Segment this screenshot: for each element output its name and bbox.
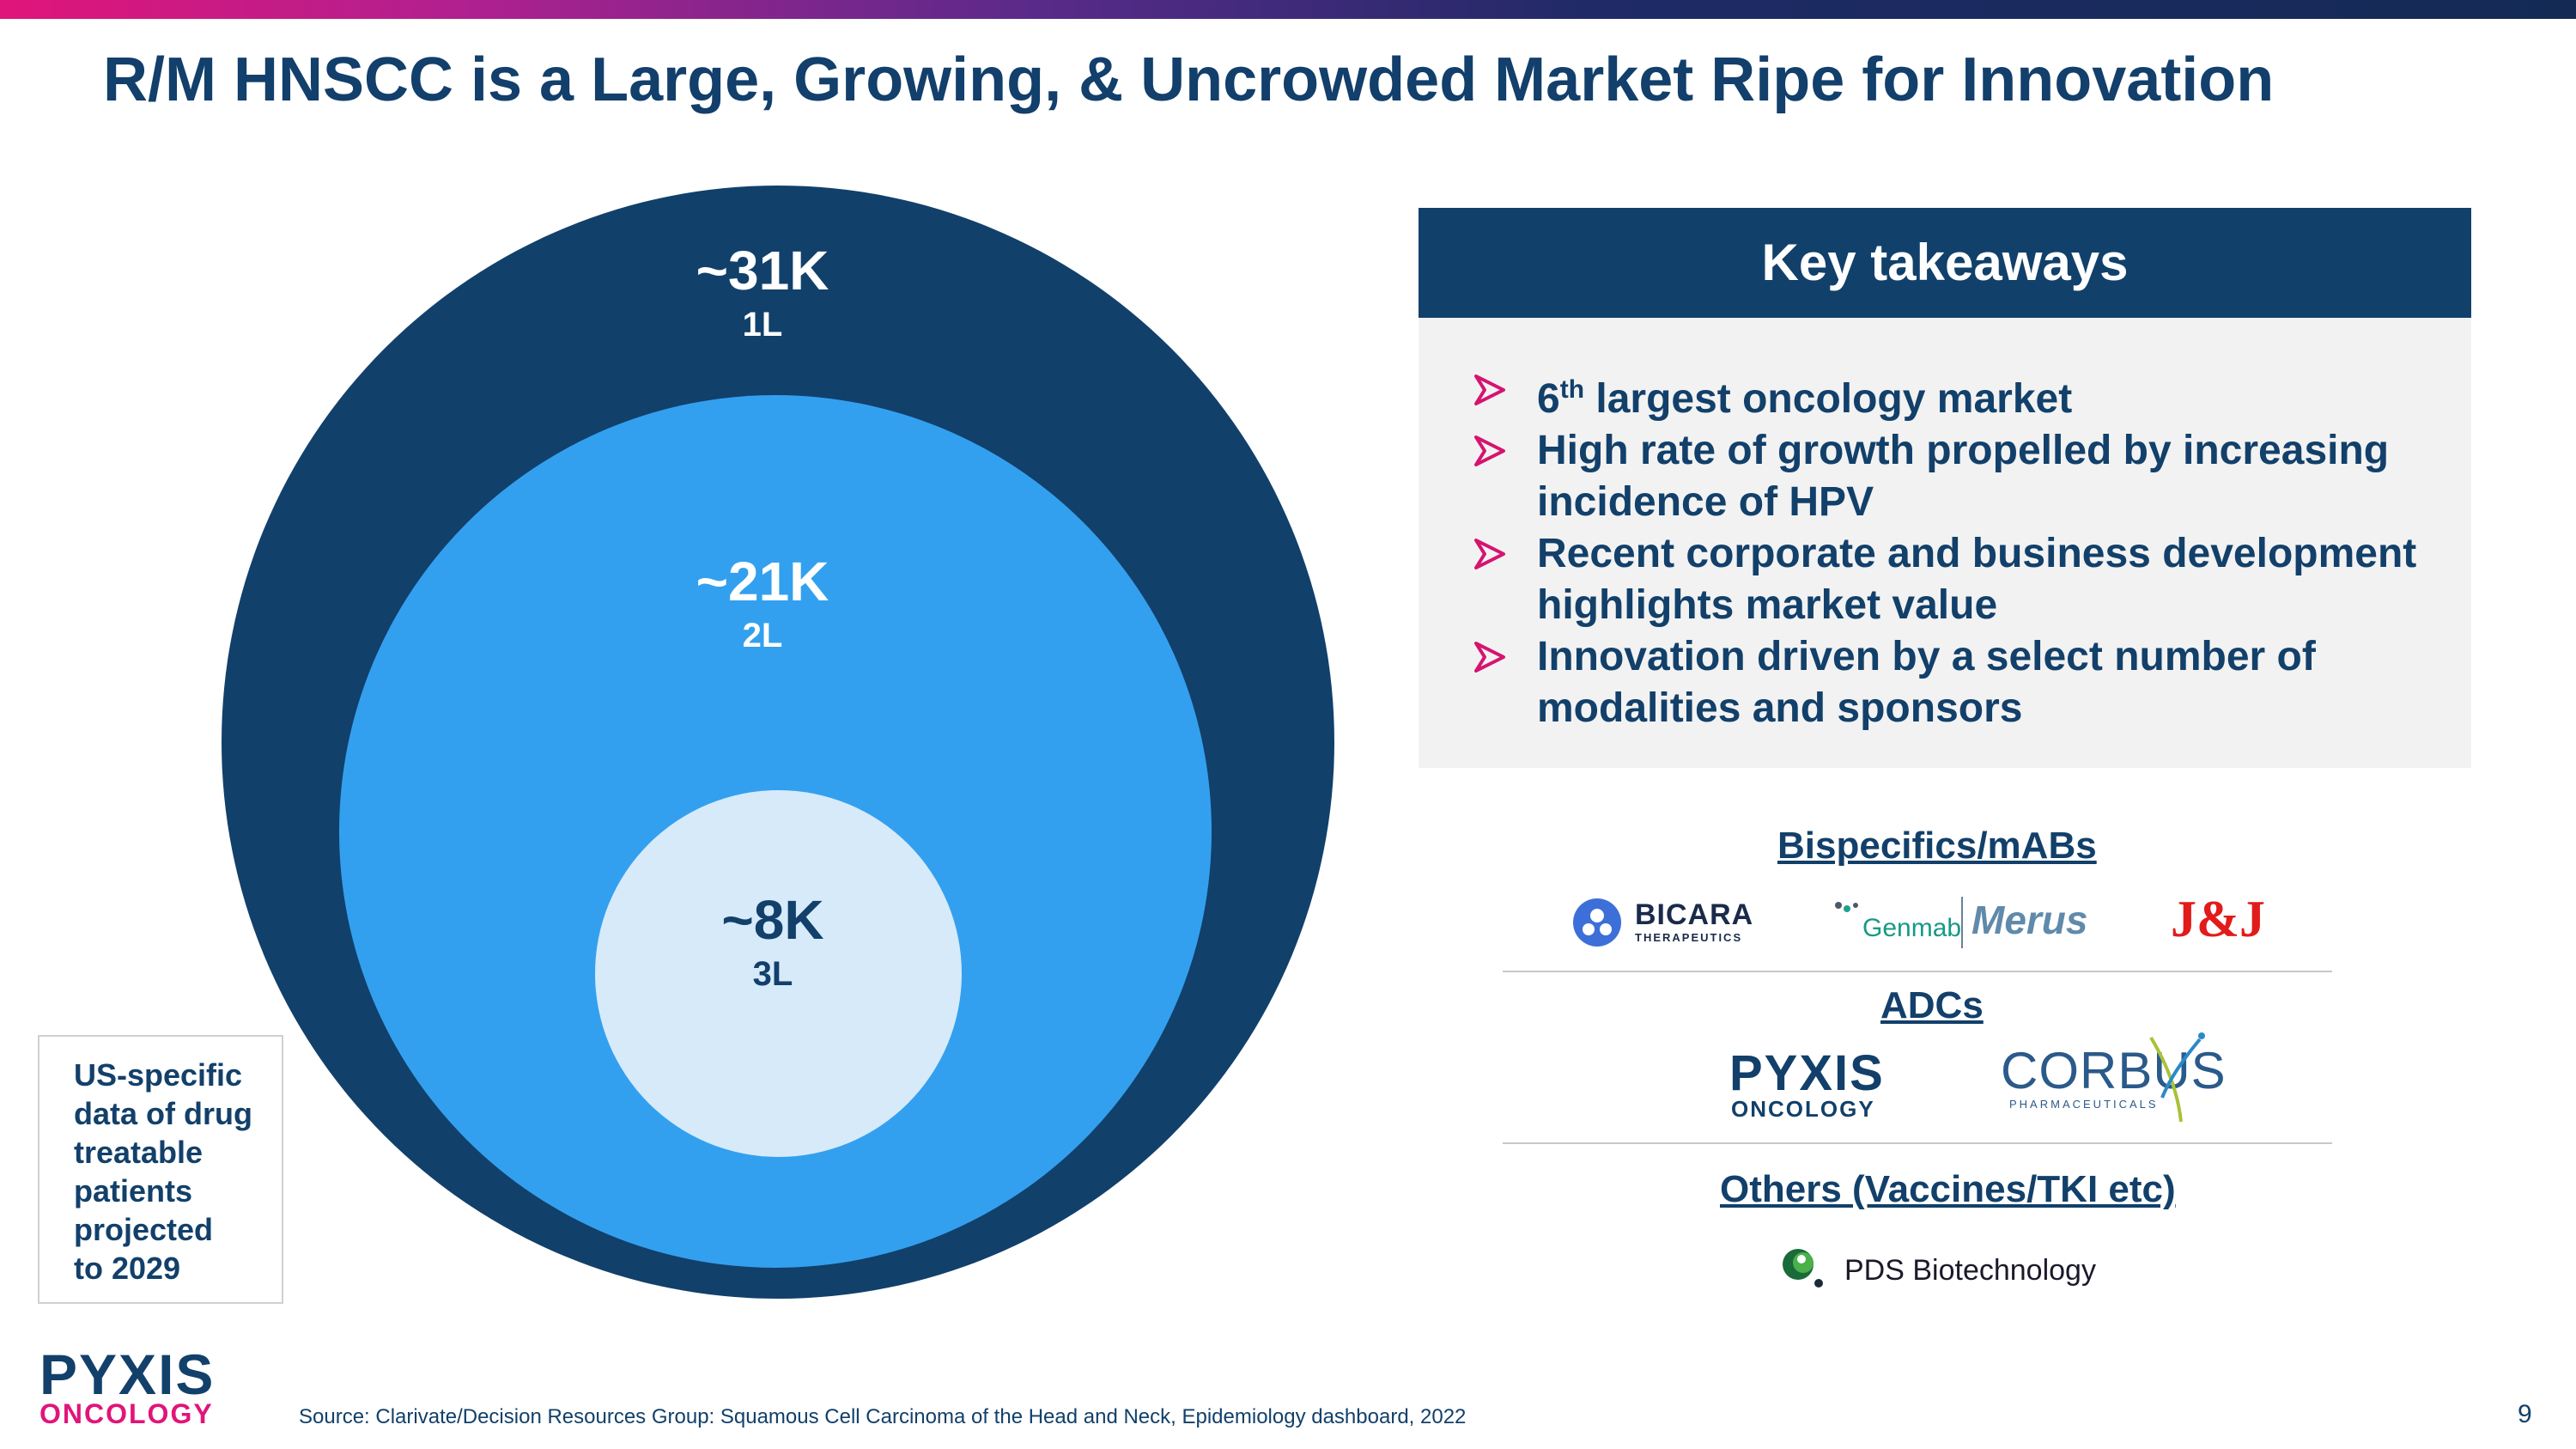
- pyxis-adc-name: PYXIS: [1729, 1045, 1885, 1101]
- section-divider: [1503, 971, 2332, 972]
- takeaway-text-sup: th: [1559, 375, 1585, 404]
- adcs-heading: ADCs: [1880, 984, 1984, 1026]
- bicara-name: BICARA: [1635, 898, 1754, 931]
- key-takeaways-heading: Key takeaways: [1419, 208, 2471, 318]
- pds-name: PDS Biotechnology: [1844, 1254, 2096, 1287]
- source-footnote: Source: Clarivate/Decision Resources Gro…: [299, 1405, 1467, 1428]
- takeaways-list: 6th largest oncology market High rate of…: [1473, 364, 2469, 734]
- brand-logo-main: PYXIS: [39, 1342, 216, 1406]
- circle-3l-label: ~8K 3L: [601, 890, 945, 998]
- genmab-name: Genmab: [1862, 914, 1962, 942]
- takeaway-text: High rate of growth propelled by increas…: [1537, 428, 2390, 525]
- note-line: data of drug: [74, 1096, 252, 1131]
- note-line: patients: [74, 1173, 193, 1209]
- circle-1l-value: ~31K: [696, 240, 829, 301]
- circle-3l-line: 3L: [752, 955, 793, 993]
- genmab-merus-divider: [1961, 897, 1963, 948]
- merus-logo: Merus: [1971, 898, 2088, 942]
- takeaway-text-post: largest oncology market: [1584, 376, 2073, 422]
- bicara-icon: [1573, 898, 1621, 947]
- page-number: 9: [2518, 1400, 2532, 1428]
- slide-title: R/M HNSCC is a Large, Growing, & Uncrowd…: [103, 46, 2275, 114]
- takeaway-item: Innovation driven by a select number of …: [1473, 631, 2469, 734]
- pds-icon: [1783, 1249, 1823, 1288]
- circle-2l-value: ~21K: [696, 551, 829, 612]
- takeaway-text: Recent corporate and business developmen…: [1537, 531, 2417, 628]
- circle-2l-line: 2L: [742, 617, 783, 654]
- takeaway-text: Innovation driven by a select number of …: [1537, 634, 2316, 731]
- jnj-logo: J&J: [2171, 891, 2265, 947]
- key-takeaways-panel: [1419, 318, 2471, 768]
- note-line: treatable: [74, 1135, 204, 1170]
- arrow-bullet-icon: [1474, 374, 1505, 405]
- pyxis-adc-sub: ONCOLOGY: [1731, 1096, 1875, 1122]
- takeaway-text-pre: 6: [1537, 376, 1560, 422]
- arrow-bullet-icon: [1474, 642, 1505, 673]
- circle-2l-label: ~21K 2L: [591, 551, 934, 660]
- others-heading: Others (Vaccines/TKI etc): [1720, 1168, 2176, 1210]
- bicara-sub: THERAPEUTICS: [1635, 931, 1743, 944]
- takeaway-item: 6th largest oncology market: [1473, 364, 2469, 425]
- arrow-bullet-icon: [1474, 539, 1505, 569]
- note-line: to 2029: [74, 1251, 181, 1286]
- circle-1l-line: 1L: [742, 306, 783, 344]
- circle-1l-label: ~31K 1L: [591, 240, 934, 349]
- circle-3l-value: ~8K: [721, 889, 824, 951]
- takeaway-item: Recent corporate and business developmen…: [1473, 528, 2469, 631]
- top-gradient-bar: [0, 0, 2576, 19]
- note-line: projected: [74, 1212, 214, 1247]
- circle-3l: [595, 790, 962, 1157]
- us-data-note: US-specific data of drug treatable patie…: [38, 1035, 283, 1304]
- corbus-swoosh-icon: [2149, 1032, 2205, 1123]
- brand-logo-sub: ONCOLOGY: [39, 1398, 214, 1429]
- note-line: US-specific: [74, 1057, 243, 1093]
- arrow-bullet-icon: [1474, 435, 1505, 466]
- genmab-icon: [1835, 902, 1858, 912]
- section-divider: [1503, 1142, 2332, 1144]
- corbus-sub: PHARMACEUTICALS: [2009, 1098, 2159, 1111]
- bispecifics-heading: Bispecifics/mABs: [1777, 825, 2097, 867]
- takeaway-item: High rate of growth propelled by increas…: [1473, 425, 2469, 528]
